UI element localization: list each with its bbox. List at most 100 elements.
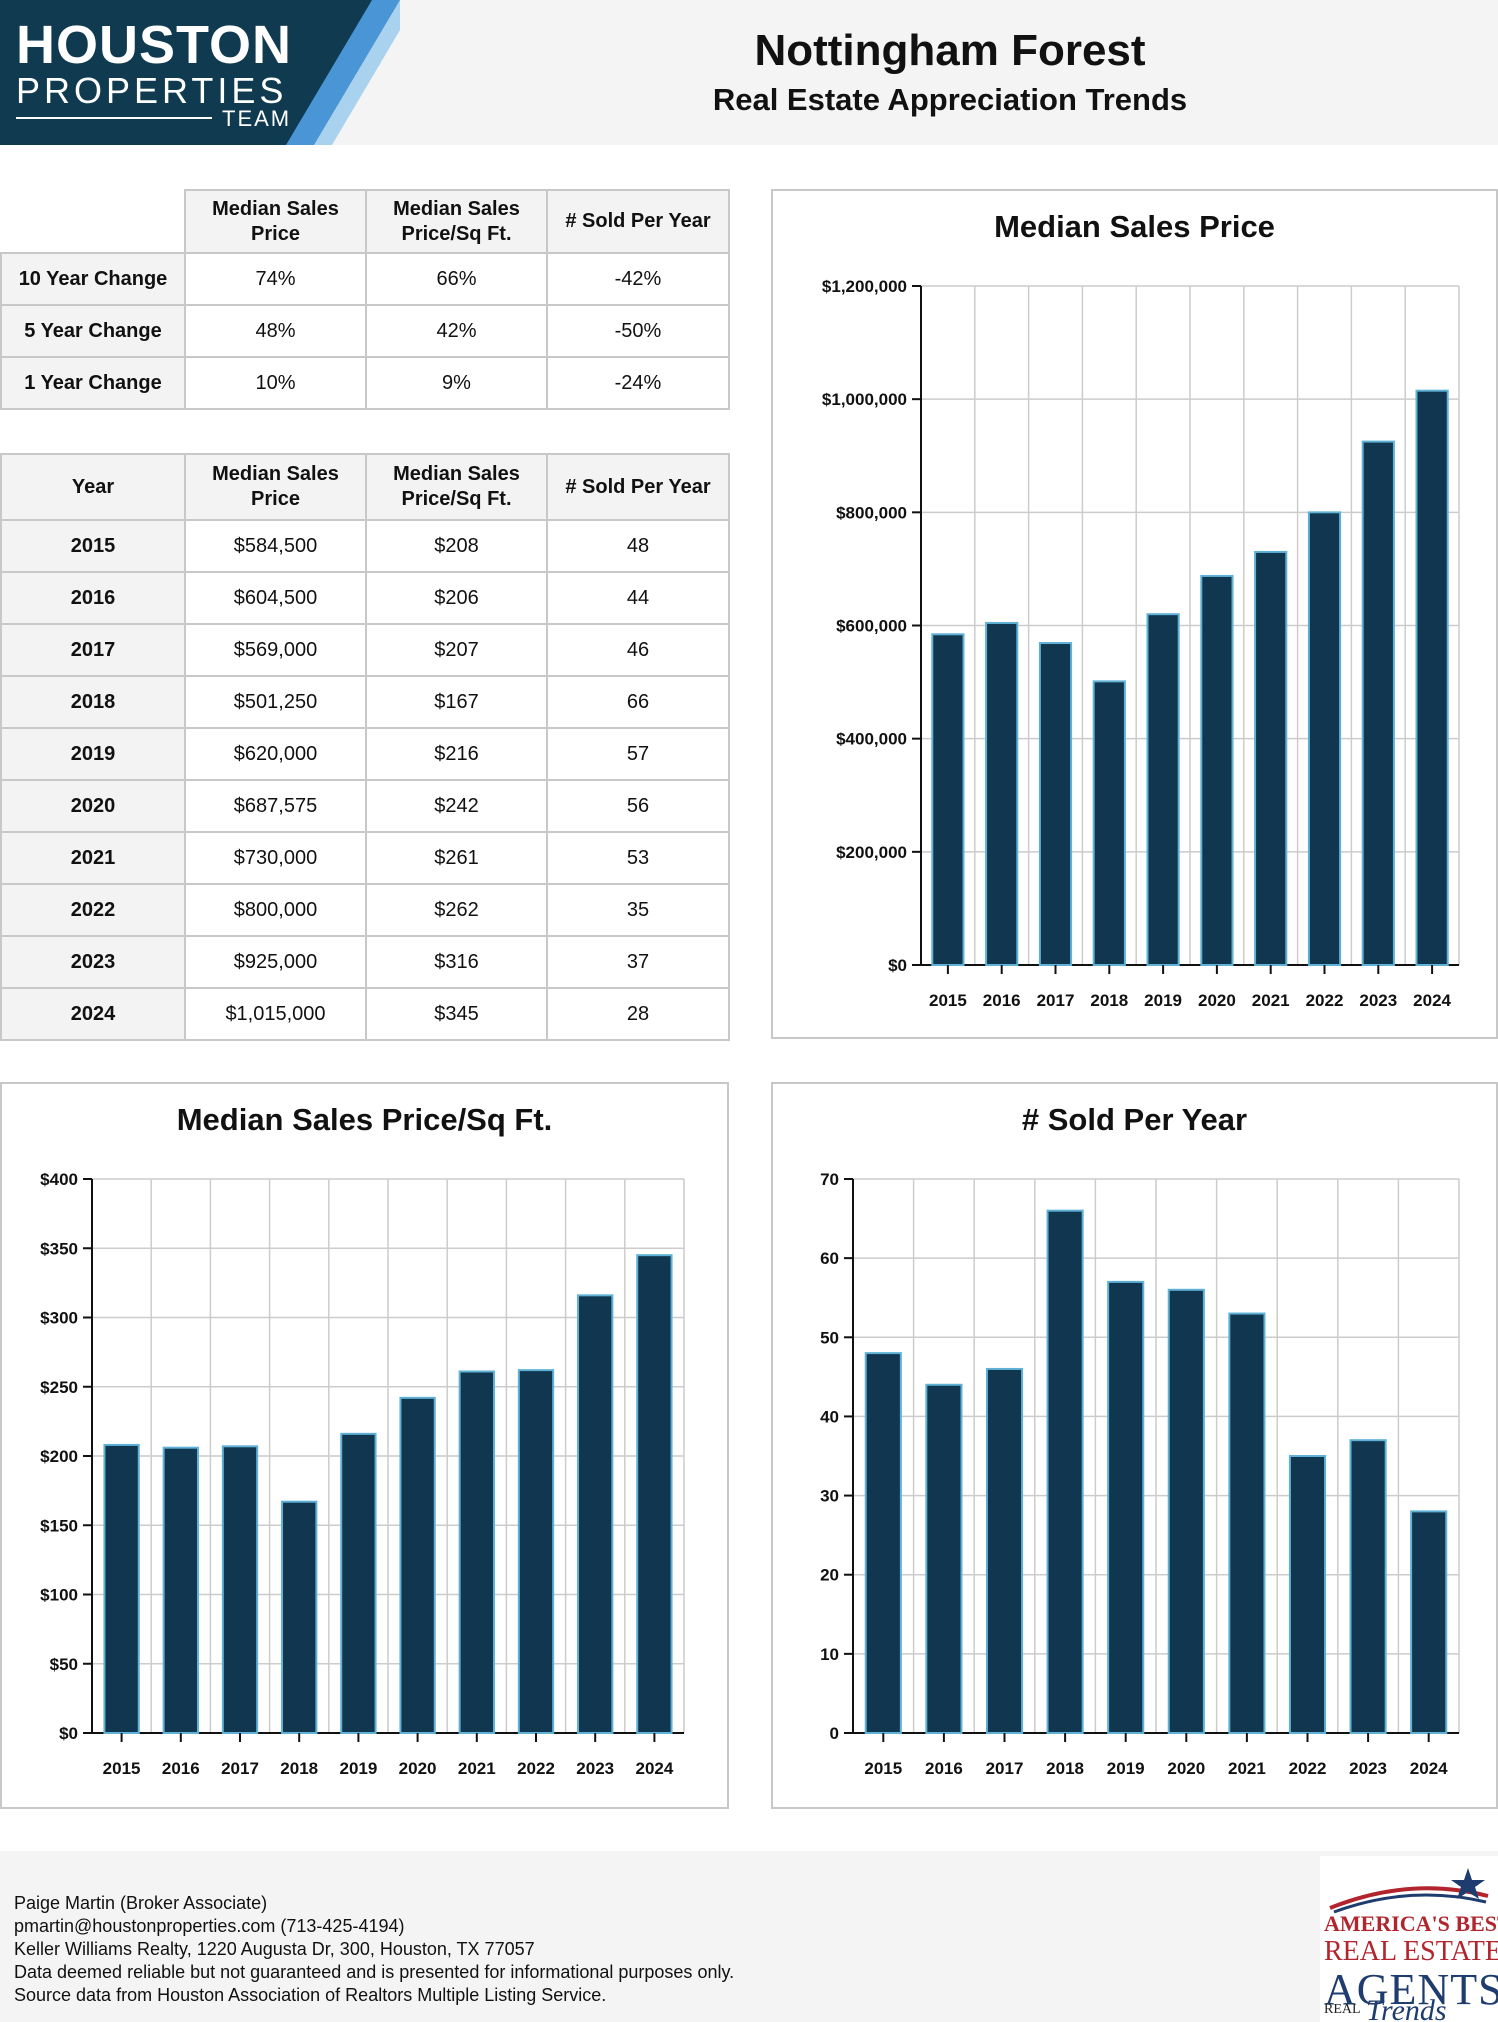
bar-2016 — [925, 1383, 963, 1734]
price-cell: $800,000 — [184, 883, 367, 937]
y-tick-label: 20 — [820, 1566, 839, 1585]
x-tick-label: 2017 — [1037, 991, 1075, 1010]
price-cell: $925,000 — [184, 935, 367, 989]
x-tick-label: 2018 — [1090, 991, 1128, 1010]
y-tick-label: 40 — [820, 1407, 839, 1426]
change-table-row: 10 Year Change 74% 66% -42% — [0, 252, 730, 306]
yearly-table-header: Year — [0, 453, 186, 521]
badge-line-5: Trends — [1366, 1994, 1447, 2022]
bar-2023 — [1349, 1439, 1387, 1734]
median-price-chart: $0 $200,000 $400,000 $600,000 $800,000 $1,000… — [822, 277, 1460, 1010]
x-tick-label: 2015 — [929, 991, 967, 1010]
bar-2015 — [931, 633, 965, 966]
bar-2022 — [1307, 511, 1342, 966]
sold-cell: 44 — [546, 571, 730, 625]
change-cell: -42% — [546, 252, 730, 306]
change-cell: 74% — [184, 252, 367, 306]
change-row-label: 10 Year Change — [0, 252, 186, 306]
change-table-header: Median Sales Price — [184, 189, 367, 254]
year-cell: 2022 — [0, 883, 186, 937]
yearly-table-row: 2019 $620,000 $216 57 — [0, 727, 730, 781]
yearly-table-header: # Sold Per Year — [546, 453, 730, 521]
yearly-table-row: 2015 $584,500 $208 48 — [0, 519, 730, 573]
page-footer: Paige Martin (Broker Associate) pmartin@… — [0, 1851, 1498, 2022]
y-tick-label: $600,000 — [836, 617, 907, 636]
change-table-header: Median Sales Price/Sq Ft. — [365, 189, 548, 254]
bar-2019 — [340, 1432, 377, 1734]
x-tick-label: 2018 — [1046, 1759, 1084, 1778]
median-price-chart-panel: Median Sales Price $0 $200,000 $400,000 $60… — [771, 189, 1498, 1039]
change-table-row: 5 Year Change 48% 42% -50% — [0, 304, 730, 358]
logo-line-houston: HOUSTON — [16, 15, 293, 75]
change-cell: -24% — [546, 356, 730, 410]
year-cell: 2016 — [0, 571, 186, 625]
badge-swoosh-icon — [1329, 1868, 1489, 1914]
sqft-cell: $167 — [365, 675, 548, 729]
sold-cell: 37 — [546, 935, 730, 989]
sqft-cell: $207 — [365, 623, 548, 677]
change-table-header: # Sold Per Year — [546, 189, 730, 254]
change-row-label: 5 Year Change — [0, 304, 186, 358]
bar-2016 — [985, 621, 1019, 966]
bar-2022 — [517, 1369, 555, 1734]
y-tick-label: $0 — [59, 1724, 78, 1743]
page-title: Nottingham Forest — [754, 26, 1146, 75]
year-cell: 2020 — [0, 779, 186, 833]
x-tick-label: 2016 — [162, 1759, 200, 1778]
change-table-row: 1 Year Change 10% 9% -24% — [0, 356, 730, 410]
bar-2018 — [281, 1500, 318, 1734]
change-cell: 10% — [184, 356, 367, 410]
disclaimer: Data deemed reliable but not guaranteed … — [14, 1962, 735, 1982]
yearly-table: Year Median Sales Price Median Sales Pri… — [0, 453, 730, 1041]
chart-title: # Sold Per Year — [1021, 1102, 1248, 1137]
change-table-corner — [1, 190, 186, 254]
y-tick-label: $350 — [40, 1239, 78, 1258]
y-tick-label: $200 — [40, 1447, 78, 1466]
sold-cell: 66 — [546, 675, 730, 729]
yearly-table-row: 2023 $925,000 $316 37 — [0, 935, 730, 989]
yearly-table-row: 2018 $501,250 $167 66 — [0, 675, 730, 729]
change-cell: 66% — [365, 252, 548, 306]
bar-2017 — [221, 1445, 259, 1734]
bar-2018 — [1046, 1209, 1084, 1734]
x-tick-label: 2017 — [986, 1759, 1024, 1778]
y-tick-label: $150 — [40, 1516, 78, 1535]
y-tick-label: $400,000 — [836, 730, 907, 749]
sold-cell: 57 — [546, 727, 730, 781]
x-tick-label: 2017 — [221, 1759, 259, 1778]
change-cell: 42% — [365, 304, 548, 358]
y-tick-label: $100 — [40, 1586, 78, 1605]
x-tick-label: 2015 — [103, 1759, 141, 1778]
change-cell: 48% — [184, 304, 367, 358]
price-cell: $687,575 — [184, 779, 367, 833]
yearly-table-row: 2024 $1,015,000 $345 28 — [0, 987, 730, 1041]
x-tick-label: 2023 — [1359, 991, 1397, 1010]
change-table-header-row: Median Sales Price Median Sales Price/Sq… — [1, 189, 730, 254]
x-tick-label: 2024 — [635, 1759, 673, 1778]
bar-2024 — [1415, 389, 1449, 967]
badge-line-4: REAL — [1324, 2002, 1361, 2017]
year-cell: 2024 — [0, 987, 186, 1041]
yearly-table-row: 2022 $800,000 $262 35 — [0, 883, 730, 937]
y-tick-label: 50 — [820, 1328, 839, 1347]
x-tick-label: 2019 — [339, 1759, 377, 1778]
chart-title: Median Sales Price — [994, 209, 1275, 244]
price-cell: $501,250 — [184, 675, 367, 729]
badge-line-2: REAL ESTATE — [1324, 1936, 1498, 1967]
x-tick-label: 2021 — [1228, 1759, 1266, 1778]
change-cell: -50% — [546, 304, 730, 358]
brokerage-address: Keller Williams Realty, 1220 Augusta Dr,… — [14, 1939, 535, 1959]
sqft-cell: $216 — [365, 727, 548, 781]
badge-line-1: AMERICA'S BEST — [1324, 1911, 1498, 1936]
year-cell: 2019 — [0, 727, 186, 781]
change-table: Median Sales Price Median Sales Price/Sq… — [0, 189, 730, 410]
page-subtitle: Real Estate Appreciation Trends — [712, 82, 1188, 117]
bar-2021 — [1228, 1312, 1266, 1735]
year-cell: 2021 — [0, 831, 186, 885]
bar-2017 — [985, 1367, 1024, 1734]
x-tick-label: 2021 — [1252, 991, 1290, 1010]
year-cell: 2015 — [0, 519, 186, 573]
price-cell: $730,000 — [184, 831, 367, 885]
bar-2015 — [103, 1443, 140, 1734]
badge-line-3: AGENTS — [1324, 1965, 1498, 2014]
